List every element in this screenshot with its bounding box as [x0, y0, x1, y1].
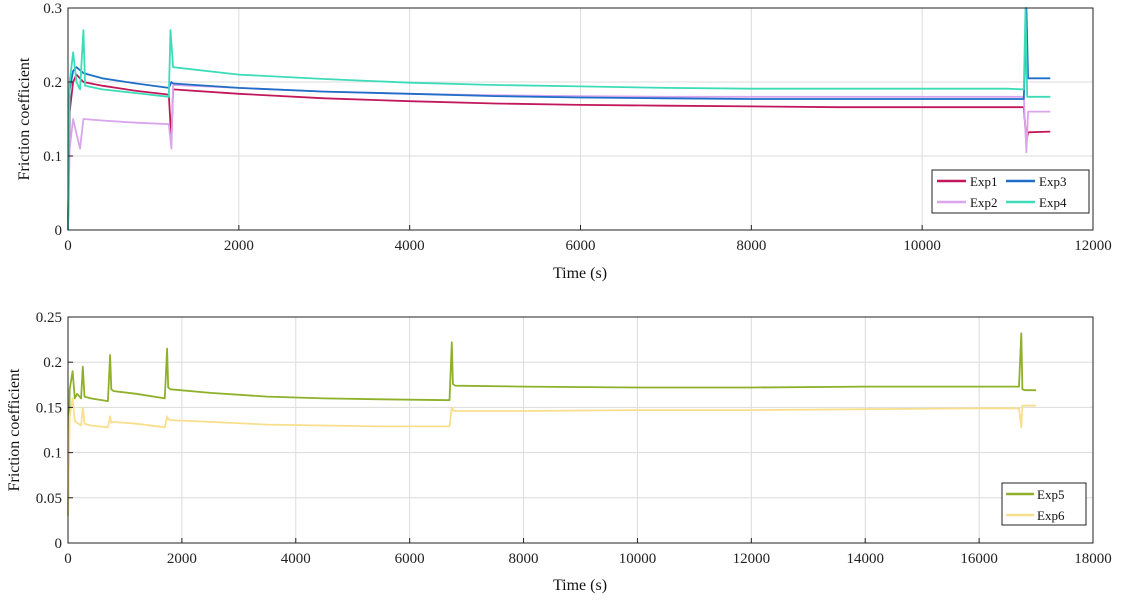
series-line-exp3 — [67, 7, 1051, 231]
chart-1: 0 2000 4000 6000 8000 10000 12000 0 0.1 0.2 0.3 T… — [16, 1, 1112, 282]
x-tick-label: 14000 — [846, 551, 884, 567]
legend-label-exp2: Exp2 — [970, 195, 997, 210]
chart-1-x-axis-label: Time (s) — [553, 265, 607, 282]
chart-1-legend: Exp1 Exp3 Exp2 Exp4 — [931, 169, 1090, 214]
y-tick-label: 0 — [55, 536, 63, 552]
chart-1-x-ticks: 0 2000 4000 6000 8000 10000 12000 — [64, 225, 1112, 254]
chart-2-x-axis-label: Time (s) — [553, 577, 607, 594]
x-tick-label: 16000 — [960, 551, 998, 567]
x-tick-label: 18000 — [1074, 551, 1112, 567]
x-tick-label: 2000 — [224, 238, 254, 254]
y-tick-label: 0 — [55, 223, 63, 239]
y-tick-label: 0.2 — [43, 75, 62, 91]
x-tick-label: 2000 — [167, 551, 197, 567]
chart-2-series — [67, 332, 1037, 516]
series-line-exp4 — [67, 7, 1051, 231]
x-tick-label: 0 — [64, 551, 72, 567]
chart-1-y-axis-label: Friction coefficient — [16, 57, 33, 180]
chart-2-grid — [68, 317, 1093, 543]
x-tick-label: 10000 — [619, 551, 657, 567]
chart-2-y-axis-label: Friction coefficient — [6, 368, 23, 491]
chart-2-background — [68, 317, 1093, 543]
y-tick-label: 0.1 — [43, 446, 62, 462]
legend-label-exp6: Exp6 — [1037, 508, 1065, 523]
x-tick-label: 4000 — [395, 238, 425, 254]
x-tick-label: 12000 — [1074, 238, 1112, 254]
x-tick-label: 6000 — [566, 238, 596, 254]
chart-2-legend: Exp5 Exp6 — [1001, 482, 1087, 526]
x-tick-label: 6000 — [395, 551, 425, 567]
y-tick-label: 0.25 — [36, 310, 62, 326]
chart-1-legend-box — [931, 169, 1090, 214]
chart-2-y-ticks: 0 0.05 0.1 0.15 0.2 0.25 — [36, 310, 73, 552]
legend-label-exp1: Exp1 — [970, 174, 997, 189]
chart-2: 0 2000 4000 6000 8000 10000 12000 14000 16000 180… — [6, 310, 1112, 594]
chart-2-frame — [67, 316, 1094, 544]
x-tick-label: 8000 — [509, 551, 539, 567]
series-line-exp6 — [67, 397, 1037, 516]
legend-label-exp5: Exp5 — [1037, 487, 1064, 502]
legend-label-exp3: Exp3 — [1039, 174, 1066, 189]
y-tick-label: 0.1 — [43, 149, 62, 165]
series-line-exp1 — [67, 73, 1051, 231]
y-tick-label: 0.3 — [43, 1, 62, 17]
series-line-exp5 — [67, 332, 1037, 516]
y-tick-label: 0.15 — [36, 400, 62, 416]
x-tick-label: 12000 — [733, 551, 771, 567]
legend-label-exp4: Exp4 — [1039, 195, 1067, 210]
x-tick-label: 0 — [64, 238, 72, 254]
chart-2-x-ticks: 0 2000 4000 6000 8000 10000 12000 14000 16000 180… — [64, 538, 1112, 567]
y-tick-label: 0.05 — [36, 491, 62, 507]
chart-1-y-ticks: 0 0.1 0.2 0.3 — [43, 1, 73, 239]
chart-2-legend-box — [1001, 482, 1087, 526]
chart-1-series — [67, 7, 1051, 231]
x-tick-label: 8000 — [736, 238, 766, 254]
chart-1-grid — [68, 8, 1093, 230]
x-tick-label: 4000 — [281, 551, 311, 567]
x-tick-label: 10000 — [903, 238, 941, 254]
y-tick-label: 0.2 — [43, 355, 62, 371]
